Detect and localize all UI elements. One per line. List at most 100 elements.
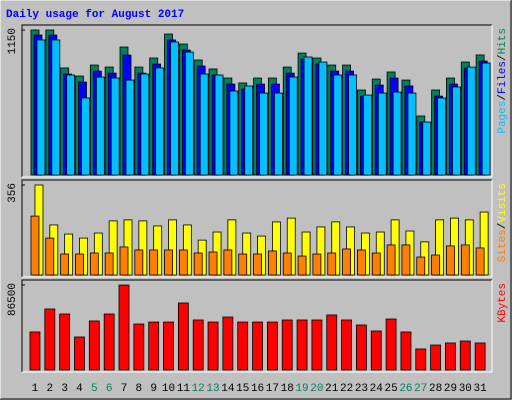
bar — [140, 73, 150, 176]
bar — [371, 252, 381, 276]
bar — [177, 302, 189, 371]
bar — [74, 336, 85, 371]
bar — [81, 97, 90, 176]
x-tick-label: 31 — [474, 383, 488, 395]
bar — [296, 319, 308, 371]
x-tick-label: 15 — [236, 383, 249, 395]
bar — [422, 121, 432, 176]
x-tick-label: 6 — [106, 383, 113, 395]
bar — [474, 342, 486, 371]
bar — [392, 91, 402, 176]
bar — [155, 67, 165, 176]
legend: Sites/Visits — [497, 183, 509, 262]
bar — [207, 321, 219, 371]
bar — [164, 249, 173, 276]
x-tick-label: 16 — [251, 383, 264, 395]
bar — [214, 74, 224, 176]
x-tick-label: 3 — [61, 383, 68, 395]
bar — [149, 249, 159, 276]
bar — [356, 324, 367, 371]
legend-separator: / — [497, 54, 509, 61]
legend-entry: Visits — [497, 183, 509, 223]
y-tick-label: 86500 — [7, 283, 19, 316]
legend-entry: Sites — [497, 229, 509, 262]
bar — [252, 321, 263, 371]
panel-bevel — [21, 24, 492, 177]
x-tick-label: 28 — [429, 383, 442, 395]
legend-entry: Pages — [497, 101, 509, 134]
bar — [303, 56, 313, 176]
bar — [282, 252, 292, 276]
bar — [437, 97, 447, 176]
bar — [385, 318, 397, 371]
bar — [342, 248, 351, 276]
bar — [481, 62, 491, 176]
bar — [266, 321, 278, 371]
bar — [29, 331, 41, 371]
bar — [311, 319, 323, 371]
x-tick-label: 19 — [295, 383, 308, 395]
bar — [229, 90, 239, 176]
bar — [273, 92, 283, 176]
bar — [475, 247, 485, 276]
bar — [192, 319, 204, 371]
x-tick-label: 27 — [414, 383, 427, 395]
panel-bevel — [21, 279, 492, 372]
bar — [244, 85, 254, 176]
bar — [253, 253, 262, 276]
legend-separator: / — [497, 94, 509, 101]
legend-entry: Hits — [497, 28, 509, 54]
bar — [348, 74, 357, 176]
x-tick-label: 21 — [325, 383, 339, 395]
bar — [446, 245, 455, 276]
bar — [363, 94, 372, 176]
bar — [326, 314, 338, 371]
bar — [281, 319, 293, 371]
bar — [415, 348, 427, 371]
bar — [297, 255, 307, 276]
bar — [134, 249, 144, 276]
legend-separator: / — [497, 223, 509, 230]
bar — [267, 250, 277, 276]
bar — [36, 39, 46, 176]
bar — [237, 321, 249, 371]
x-tick-label: 1 — [32, 383, 39, 395]
x-tick-label: 8 — [136, 383, 143, 395]
bar — [208, 251, 218, 276]
bar — [193, 252, 203, 276]
bar — [148, 321, 160, 371]
bar — [118, 284, 130, 371]
bar — [357, 249, 366, 276]
legend: Pages/Files/Hits — [497, 28, 509, 134]
bar — [445, 342, 456, 371]
bar — [66, 74, 76, 176]
bar — [452, 86, 461, 176]
bar — [370, 330, 382, 371]
bar — [184, 51, 194, 176]
bar — [199, 73, 209, 176]
x-tick-label: 24 — [370, 383, 384, 395]
x-tick-label: 23 — [355, 383, 368, 395]
x-tick-label: 14 — [221, 383, 235, 395]
x-tick-label: 29 — [444, 383, 457, 395]
bar — [386, 244, 396, 276]
bar — [312, 253, 322, 276]
chart-title: Daily usage for August 2017 — [6, 9, 184, 21]
bar — [460, 244, 470, 276]
x-tick-label: 20 — [310, 383, 323, 395]
panel-bevel — [21, 179, 492, 277]
bar — [333, 74, 343, 176]
legend-entry: Files — [497, 61, 509, 94]
bar — [110, 77, 120, 176]
bar — [223, 249, 233, 276]
y-tick-label: 1150 — [7, 28, 19, 54]
panel-bevel — [22, 25, 493, 178]
bar — [59, 313, 71, 371]
x-tick-label: 2 — [47, 383, 54, 395]
x-tick-label: 9 — [150, 383, 157, 395]
bar — [119, 246, 129, 276]
bar — [238, 253, 248, 276]
x-tick-label: 22 — [340, 383, 353, 395]
